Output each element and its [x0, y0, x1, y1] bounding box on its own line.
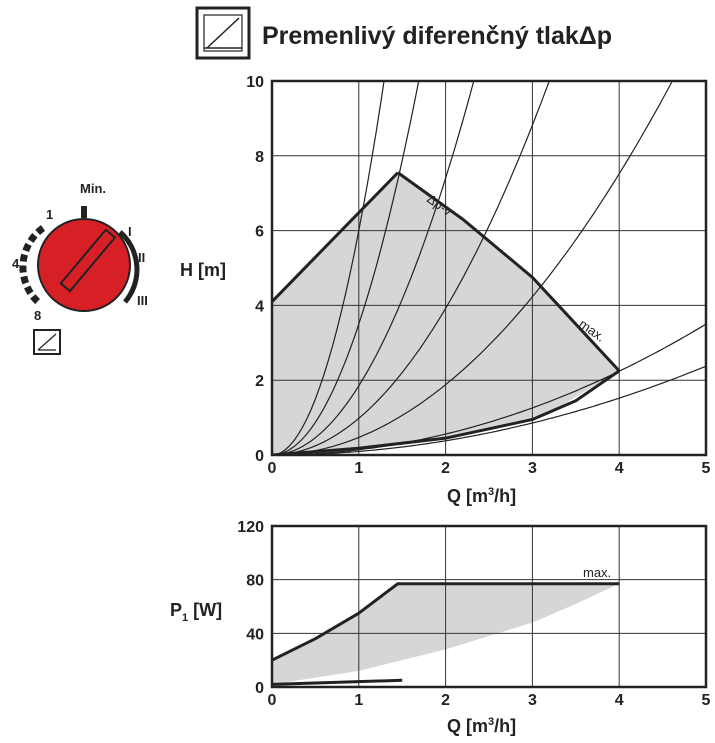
dial-min-tick [81, 206, 87, 218]
y-axis-label-end: [W] [188, 600, 222, 620]
x-axis-label-end: /h] [494, 716, 516, 736]
x-tick-label: 2 [441, 692, 450, 709]
system-curve [272, 81, 385, 455]
series-line [396, 171, 621, 372]
x-tick-label: 5 [702, 692, 711, 709]
y-axis-label-main: P [170, 600, 182, 620]
y-tick-label: 40 [246, 626, 264, 643]
system-curve [272, 323, 706, 455]
y-tick-label: 2 [255, 373, 264, 390]
system-curve [272, 81, 475, 455]
y-tick-label: 0 [255, 448, 264, 465]
x-axis-label-main: Q [m [447, 716, 488, 736]
dial-label-II: II [138, 250, 145, 265]
x-tick-label: 3 [528, 460, 537, 477]
x-tick-label: 3 [528, 692, 537, 709]
x-axis-label: Q [m3/h] [447, 486, 516, 506]
system-curve [272, 81, 420, 455]
proportional-pressure-icon-inner [203, 14, 243, 52]
x-axis-label-sup: 3 [488, 486, 494, 498]
y-tick-label: 120 [237, 519, 264, 536]
y-tick-label: 80 [246, 573, 264, 590]
x-axis-label: Q [m3/h] [447, 716, 516, 736]
plot-frame [270, 524, 708, 689]
y-tick-label: 8 [255, 149, 264, 166]
x-tick-label: 2 [441, 460, 450, 477]
proportional-pressure-icon-line [206, 17, 240, 49]
dial-label-4: 4 [12, 256, 20, 271]
page-title: Premenlivý diferenčný tlakΔp [262, 22, 612, 50]
x-axis-label-end: /h] [494, 486, 516, 506]
dial-label-8: 8 [34, 308, 41, 323]
x-axis-label-main: Q [m [447, 486, 488, 506]
x-tick-label: 1 [354, 460, 363, 477]
dial-label-I: I [128, 224, 132, 239]
x-tick-label: 0 [268, 460, 277, 477]
y-tick-label: 10 [246, 74, 264, 91]
y-tick-label: 6 [255, 224, 264, 241]
x-axis-label-sup: 3 [488, 716, 494, 728]
series-line [272, 369, 621, 455]
y-axis-label: P1 [W] [170, 600, 222, 624]
system-curve [272, 81, 674, 455]
chart-plot-area [272, 526, 706, 687]
y-tick-label: 0 [255, 680, 264, 697]
x-tick-label: 1 [354, 692, 363, 709]
annotation-max: max. [583, 565, 611, 580]
dial-constant-scale [118, 230, 140, 304]
x-tick-label: 4 [615, 692, 624, 709]
dial-label-1: 1 [46, 207, 53, 222]
dial-pointer [59, 228, 117, 293]
y-axis-label-sub: 1 [182, 612, 188, 624]
y-tick-label: 4 [255, 298, 264, 315]
system-curve [272, 365, 706, 455]
chart-plot-area [272, 81, 706, 455]
series-line [272, 582, 620, 662]
system-curve [272, 81, 550, 455]
proportional-pressure-icon [195, 6, 251, 60]
series-line [272, 678, 403, 686]
x-tick-label: 5 [702, 460, 711, 477]
x-tick-label: 0 [268, 692, 277, 709]
plot-frame [270, 79, 708, 457]
dial-knob[interactable] [37, 218, 131, 312]
speed-dial: Min. 1 4 8 I II III [12, 181, 148, 355]
x-tick-label: 4 [615, 460, 624, 477]
dial-mode-icon-line [37, 333, 57, 351]
series-line [272, 171, 399, 303]
dial-label-min: Min. [80, 181, 106, 196]
y-axis-label: H [m] [180, 260, 226, 280]
dial-label-III: III [137, 293, 148, 308]
header: Premenlivý diferenčný tlakΔp [195, 6, 612, 60]
